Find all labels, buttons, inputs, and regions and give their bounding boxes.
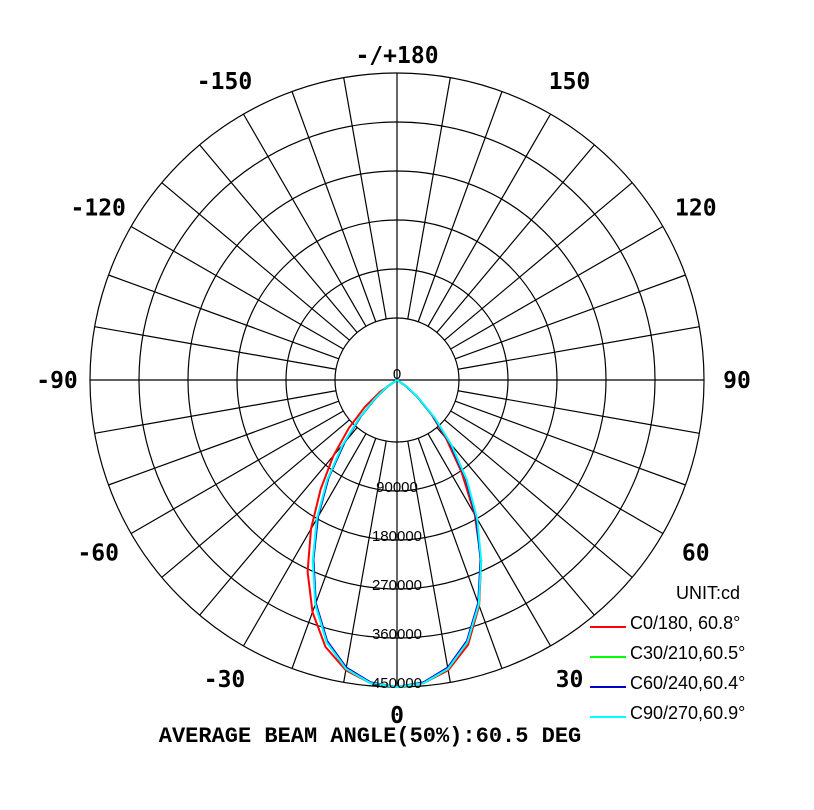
radial-tick-label: 360000 xyxy=(372,626,422,643)
legend-entry: C90/270,60.9° xyxy=(630,703,745,723)
grid-spoke xyxy=(199,144,358,333)
grid-spoke xyxy=(242,113,367,327)
angle-label: -30 xyxy=(204,667,246,693)
polar-grid xyxy=(89,72,705,688)
beam-angle-footer: AVERAGE BEAM ANGLE(50%):60.5 DEG xyxy=(159,724,581,749)
intensity-series-line xyxy=(311,379,483,688)
intensity-curves xyxy=(306,379,483,688)
angle-label: 60 xyxy=(682,541,710,567)
radial-tick-label: 270000 xyxy=(372,577,422,594)
grid-spoke xyxy=(457,390,700,434)
angle-label: -60 xyxy=(77,541,119,567)
grid-spoke xyxy=(407,440,451,683)
grid-spoke xyxy=(108,400,339,486)
angle-label: 30 xyxy=(556,667,584,693)
grid-spoke xyxy=(427,113,552,327)
grid-spoke xyxy=(417,438,503,669)
angle-label: 120 xyxy=(675,196,717,222)
unit-label: UNIT:cd xyxy=(676,583,740,603)
radial-tick-label: 180000 xyxy=(372,528,422,545)
radial-tick-labels: 0 90000 180000 270000 360000 450000 xyxy=(372,366,422,692)
angle-label: 150 xyxy=(549,69,591,95)
grid-spoke xyxy=(199,427,358,616)
grid-spoke xyxy=(455,400,686,486)
angle-labels: 0 30 60 90 120 150 -/+180 -150 -120 -90 -60 -30 xyxy=(36,43,751,729)
legend-entry: C30/210,60.5° xyxy=(630,643,745,663)
grid-spoke xyxy=(450,225,664,350)
grid-spoke xyxy=(417,91,503,322)
angle-label: -90 xyxy=(36,368,78,394)
grid-spoke xyxy=(108,274,339,360)
angle-label: 0 xyxy=(390,703,404,729)
grid-spoke xyxy=(444,419,633,578)
angle-label: -/+180 xyxy=(355,43,438,69)
grid-spoke xyxy=(436,427,595,616)
grid-spoke xyxy=(450,410,664,535)
grid-spoke xyxy=(291,438,377,669)
grid-spoke xyxy=(407,77,451,320)
legend-entry: C60/240,60.4° xyxy=(630,673,745,693)
grid-spoke xyxy=(455,274,686,360)
angle-label: 90 xyxy=(723,368,751,394)
grid-spoke xyxy=(94,390,337,434)
radial-tick-label: 450000 xyxy=(372,675,422,692)
angle-label: -150 xyxy=(197,69,252,95)
radial-tick-label: 0 xyxy=(393,366,401,383)
angle-label: -120 xyxy=(71,196,126,222)
grid-spoke xyxy=(343,440,387,683)
legend: UNIT:cd C0/180, 60.8° C30/210,60.5° C60/24… xyxy=(590,583,745,723)
grid-spoke xyxy=(436,144,595,333)
legend-entry: C0/180, 60.8° xyxy=(630,613,740,633)
radial-tick-label: 90000 xyxy=(376,479,418,496)
grid-spoke xyxy=(161,182,350,341)
grid-spoke xyxy=(291,91,377,322)
grid-spoke xyxy=(94,326,337,370)
grid-spoke xyxy=(161,419,350,578)
grid-spoke xyxy=(130,225,344,350)
grid-spoke xyxy=(242,433,367,647)
grid-spoke xyxy=(427,433,552,647)
grid-spoke xyxy=(343,77,387,320)
grid-spoke xyxy=(130,410,344,535)
grid-spoke xyxy=(444,182,633,341)
grid-spoke xyxy=(457,326,700,370)
